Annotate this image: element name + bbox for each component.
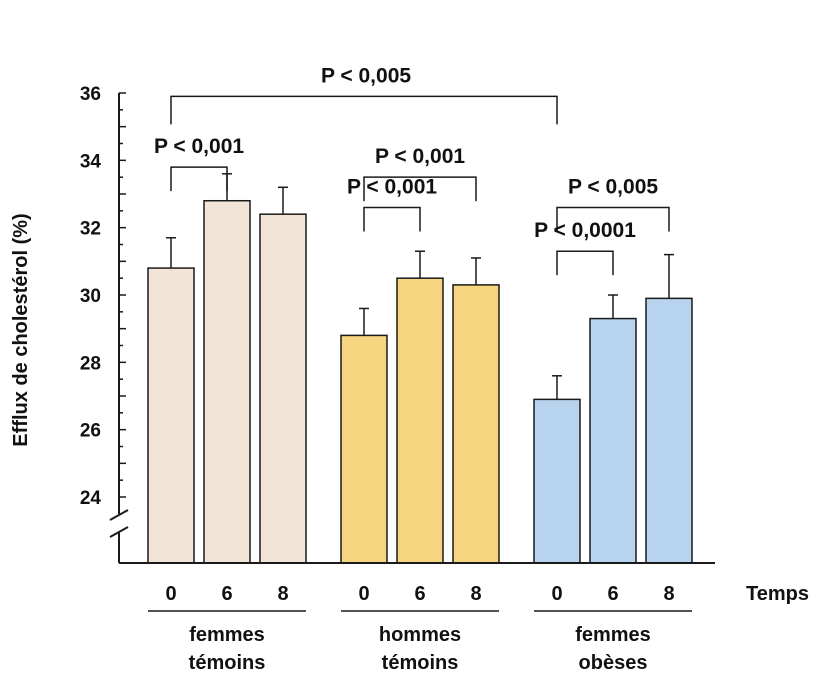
y-tick-label: 32: [80, 219, 101, 240]
bar: [259, 213, 307, 564]
significance-label: P < 0,001: [347, 175, 437, 198]
bar: [452, 284, 500, 564]
axis-break-mark: [109, 509, 129, 521]
x-tick-label: 6: [607, 583, 618, 605]
bar: [589, 317, 637, 564]
significance-bracket: [363, 176, 477, 202]
y-tick-label: 36: [80, 84, 101, 105]
group-label: femmes: [189, 624, 265, 646]
bar: [147, 267, 195, 564]
bar: [533, 398, 581, 564]
group-label: témoins: [382, 652, 459, 674]
bar: [340, 334, 388, 564]
significance-bracket: [363, 206, 421, 232]
group-label: obèses: [579, 652, 648, 674]
x-tick-label: 8: [663, 583, 674, 605]
x-tick-label: 0: [358, 583, 369, 605]
y-tick-label: 28: [80, 353, 101, 374]
x-tick-label: 8: [470, 583, 481, 605]
axis-break-mark: [109, 526, 129, 538]
group-label: hommes: [379, 624, 461, 646]
bar: [396, 277, 444, 564]
x-tick-label: 0: [165, 583, 176, 605]
significance-label: P < 0,005: [321, 64, 411, 87]
significance-annotations: P < 0,005 P < 0,001 P < 0,001 P < 0,001 P < …: [154, 64, 670, 276]
x-axis-title: Temps: [746, 583, 809, 605]
bar: [645, 297, 693, 564]
x-tick-label: 0: [551, 583, 562, 605]
x-tick-label: 6: [221, 583, 232, 605]
y-axis: 24 26 28 30 32 34 36: [80, 84, 715, 564]
y-tick-label: 24: [80, 488, 102, 509]
significance-label: P < 0,0001: [534, 219, 636, 242]
significance-bracket: [170, 95, 558, 125]
significance-label: P < 0,005: [568, 175, 658, 198]
group-label: témoins: [189, 652, 266, 674]
x-labels: 0 6 8 femmes témoins 0 6 8 hommes témoins 0 6 8 femme…: [148, 583, 692, 674]
bars-layer: [147, 173, 693, 564]
significance-label: P < 0,001: [375, 145, 465, 168]
bar: [203, 199, 251, 564]
group-label: femmes: [575, 624, 651, 646]
significance-label: P < 0,001: [154, 135, 244, 158]
y-tick-label: 26: [80, 421, 101, 442]
y-tick-label: 30: [80, 286, 101, 307]
x-tick-label: 6: [414, 583, 425, 605]
significance-bracket: [170, 166, 228, 192]
y-tick-label: 34: [80, 151, 102, 172]
x-tick-label: 8: [277, 583, 288, 605]
significance-bracket: [556, 206, 670, 232]
significance-bracket: [556, 250, 614, 276]
y-axis-title: Efflux de cholestérol (%): [10, 213, 32, 446]
